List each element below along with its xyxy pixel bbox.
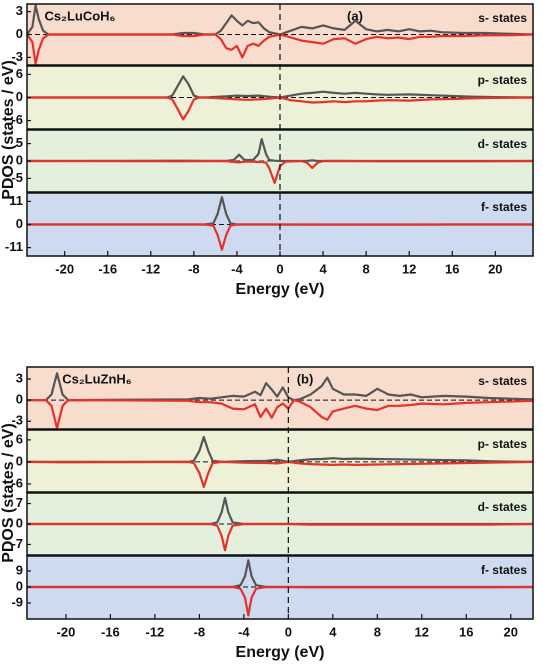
x-tick-label: -8	[194, 624, 206, 639]
x-axis-title: Energy (eV)	[236, 644, 325, 661]
chart-title: Cs₂LuZnH₆	[62, 371, 132, 386]
x-tick-label: -4	[238, 624, 250, 639]
panel-background	[27, 367, 533, 429]
y-tick-label: 0	[16, 453, 23, 468]
annotation: (a)	[347, 8, 363, 23]
panel-frame	[26, 429, 534, 493]
y-tick-label: -3	[11, 413, 23, 428]
pdos-curve	[27, 33, 533, 65]
x-tick-label: 4	[329, 624, 337, 639]
y-tick-label: 5	[16, 135, 23, 150]
y-tick-label: 3	[16, 370, 23, 385]
pdos-curve	[27, 4, 533, 36]
x-axis-title: Energy (eV)	[236, 281, 325, 298]
panel-label: s- states	[478, 374, 527, 388]
x-tick-label: 4	[319, 261, 327, 276]
panel-label: d- states	[478, 137, 528, 151]
x-tick-label: -16	[98, 261, 117, 276]
x-tick-label: -8	[188, 261, 200, 276]
chart-title: Cs₂LuCoH₆	[45, 8, 116, 23]
x-tick-label: -4	[231, 261, 243, 276]
y-tick-label: 6	[16, 431, 23, 446]
pdos-curve	[27, 460, 533, 488]
x-tick-label: -16	[101, 624, 120, 639]
x-tick-label: 16	[445, 261, 459, 276]
y-axis-title: PDOS (states / eV)	[0, 60, 17, 200]
pdos-curve	[27, 372, 533, 402]
y-axis-title: PDOS (states / eV)	[0, 423, 17, 563]
y-tick-label: -6	[11, 112, 23, 127]
y-tick-label: -6	[11, 475, 23, 490]
y-tick-label: 0	[16, 216, 23, 231]
panel-label: d- states	[478, 500, 528, 514]
x-tick-label: -20	[57, 624, 76, 639]
y-tick-label: 0	[16, 152, 23, 167]
x-tick-label: 0	[276, 261, 283, 276]
y-tick-label: 0	[16, 89, 23, 104]
y-tick-label: 0	[16, 392, 23, 407]
x-tick-label: 20	[488, 261, 502, 276]
pdos-curve	[27, 96, 533, 121]
pdos-curve	[27, 522, 533, 552]
x-tick-label: 0	[285, 624, 292, 639]
x-tick-label: -12	[141, 261, 160, 276]
panel-label: p- states	[478, 73, 528, 87]
y-tick-label: 0	[16, 515, 23, 530]
y-tick-label: -9	[11, 594, 23, 609]
x-tick-label: -20	[55, 261, 74, 276]
x-tick-label: 12	[402, 261, 416, 276]
x-tick-label: 12	[415, 624, 429, 639]
y-tick-label: 0	[16, 26, 23, 41]
y-tick-label: 9	[16, 562, 23, 577]
y-tick-label: -3	[11, 49, 23, 64]
pdos-curve	[27, 399, 533, 429]
x-tick-label: 8	[363, 261, 370, 276]
panel-label: f- states	[481, 563, 527, 577]
pdos-curve	[27, 585, 533, 617]
panel-frame	[26, 366, 534, 430]
y-tick-label: 3	[16, 3, 23, 18]
pdos-curve	[27, 75, 533, 99]
x-tick-label: 8	[374, 624, 381, 639]
annotation: (b)	[297, 371, 314, 386]
y-tick-label: 11	[9, 193, 23, 208]
pdos-curve	[27, 223, 533, 251]
y-tick-label: 0	[16, 578, 23, 593]
panel-label: p- states	[478, 437, 528, 451]
y-tick-label: -11	[5, 239, 23, 254]
panel-label: s- states	[478, 11, 527, 25]
x-tick-label: -12	[145, 624, 164, 639]
panel-label: f- states	[481, 200, 527, 214]
x-tick-label: 16	[459, 624, 473, 639]
x-tick-label: 20	[504, 624, 518, 639]
y-tick-label: 6	[16, 66, 23, 81]
y-tick-label: -5	[11, 170, 23, 185]
pdos-curve	[27, 435, 533, 463]
pdos-curve	[27, 159, 533, 184]
y-tick-label: -7	[11, 536, 23, 551]
y-tick-label: 7	[16, 495, 23, 510]
